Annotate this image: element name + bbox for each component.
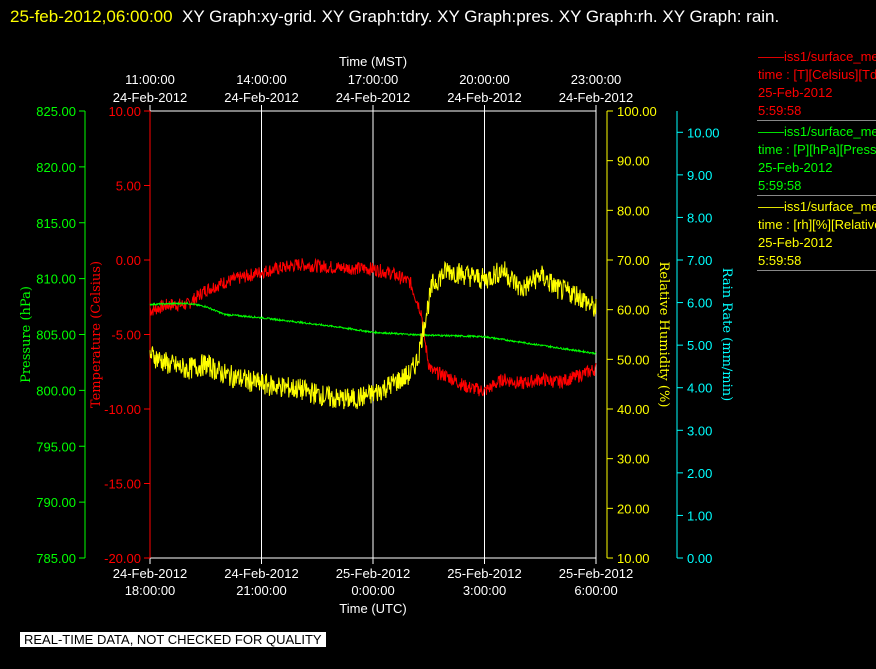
rain-axis-title: Rain Rate (mm/min): [719, 268, 734, 401]
rain-tick-label: 7.00: [687, 253, 712, 268]
humidity-axis-title: Relative Humidity (%): [656, 262, 671, 408]
humidity-tick-label: 40.00: [617, 402, 650, 417]
x-top-tick-label: 17:00:00: [348, 72, 399, 87]
legend-line: ——iss1/surface_met: [758, 49, 876, 64]
title-timestamp: 25-feb-2012,06:00:00: [10, 7, 173, 26]
x-bottom-axis-title: Time (UTC): [339, 601, 406, 616]
x-bottom-tick-label: 21:00:00: [236, 583, 287, 598]
x-bottom-tick-label: 0:00:00: [351, 583, 394, 598]
rain-tick-label: 0.00: [687, 551, 712, 566]
legend-line: 25-Feb-2012: [758, 235, 833, 250]
pressure-axis-title: Pressure (hPa): [19, 286, 34, 383]
pressure-tick-label: 790.00: [36, 495, 76, 510]
humidity-tick-label: 80.00: [617, 203, 650, 218]
x-top-tick-label: 24-Feb-2012: [559, 90, 633, 105]
rain-tick-label: 4.00: [687, 381, 712, 396]
legend-line: time : [P][hPa][Pressure]: [758, 142, 876, 157]
rain-tick-label: 5.00: [687, 338, 712, 353]
x-top-tick-label: 23:00:00: [571, 72, 622, 87]
rain-tick-label: 9.00: [687, 168, 712, 183]
x-top-tick-label: 24-Feb-2012: [224, 90, 298, 105]
x-top-tick-label: 20:00:00: [459, 72, 510, 87]
pressure-tick-label: 795.00: [36, 439, 76, 454]
x-bottom-tick-label: 25-Feb-2012: [559, 566, 633, 581]
humidity-tick-label: 70.00: [617, 253, 650, 268]
temperature-tick-label: -5.00: [111, 328, 141, 343]
rain-tick-label: 6.00: [687, 296, 712, 311]
x-bottom-tick-label: 3:00:00: [463, 583, 506, 598]
x-top-tick-label: 14:00:00: [236, 72, 287, 87]
x-bottom-tick-label: 25-Feb-2012: [336, 566, 410, 581]
pressure-tick-label: 810.00: [36, 272, 76, 287]
rain-tick-label: 1.00: [687, 508, 712, 523]
temperature-tick-label: -20.00: [104, 551, 141, 566]
pressure-tick-label: 815.00: [36, 216, 76, 231]
humidity-tick-label: 100.00: [617, 104, 657, 119]
legend-line: 5:59:58: [758, 253, 802, 268]
pressure-tick-label: 825.00: [36, 104, 76, 119]
humidity-tick-label: 50.00: [617, 352, 650, 367]
x-top-tick-label: 11:00:00: [125, 72, 175, 87]
humidity-tick-label: 90.00: [617, 154, 650, 169]
legend-line: 25-Feb-2012: [758, 85, 833, 100]
legend-line: 5:59:58: [758, 103, 802, 118]
x-top-tick-label: 24-Feb-2012: [447, 90, 521, 105]
legend-line: ——iss1/surface_met: [758, 199, 876, 214]
temperature-series-line: [149, 257, 597, 397]
graph-title: 25-feb-2012,06:00:00 XY Graph:xy-grid. X…: [10, 2, 870, 32]
legend-line: time : [T][Celsius][Tdry]: [758, 67, 876, 82]
x-bottom-tick-label: 18:00:00: [125, 583, 176, 598]
humidity-tick-label: 20.00: [617, 501, 650, 516]
humidity-tick-label: 10.00: [617, 551, 650, 566]
quality-warning: REAL-TIME DATA, NOT CHECKED FOR QUALITY: [20, 632, 326, 647]
x-top-axis-title: Time (MST): [339, 54, 407, 69]
pressure-tick-label: 805.00: [36, 328, 76, 343]
legend-line: 5:59:58: [758, 178, 802, 193]
rain-tick-label: 3.00: [687, 423, 712, 438]
temperature-tick-label: -15.00: [104, 477, 141, 492]
x-bottom-tick-label: 24-Feb-2012: [113, 566, 187, 581]
humidity-series-line: [149, 260, 597, 410]
rain-tick-label: 8.00: [687, 210, 712, 225]
rain-tick-label: 10.00: [687, 125, 720, 140]
temperature-tick-label: 10.00: [108, 104, 141, 119]
temperature-tick-label: 0.00: [116, 253, 141, 268]
title-graph-list: XY Graph:xy-grid. XY Graph:tdry. XY Grap…: [182, 7, 780, 26]
x-top-tick-label: 24-Feb-2012: [336, 90, 410, 105]
pressure-tick-label: 800.00: [36, 383, 76, 398]
pressure-tick-label: 820.00: [36, 160, 76, 175]
x-bottom-tick-label: 6:00:00: [574, 583, 617, 598]
pressure-tick-label: 785.00: [36, 551, 76, 566]
legend-line: 25-Feb-2012: [758, 160, 833, 175]
x-bottom-tick-label: 24-Feb-2012: [224, 566, 298, 581]
x-top-tick-label: 24-Feb-2012: [113, 90, 187, 105]
legend-line: ——iss1/surface_met: [758, 124, 876, 139]
temperature-tick-label: -10.00: [104, 402, 141, 417]
rain-tick-label: 2.00: [687, 466, 712, 481]
humidity-tick-label: 60.00: [617, 303, 650, 318]
x-bottom-tick-label: 25-Feb-2012: [447, 566, 521, 581]
temperature-axis-title: Temperature (Celsius): [89, 261, 104, 408]
legend-line: time : [rh][%][Relative]: [758, 217, 876, 232]
temperature-tick-label: 5.00: [116, 179, 141, 194]
pressure-series-line: [149, 301, 597, 356]
humidity-tick-label: 30.00: [617, 452, 650, 467]
